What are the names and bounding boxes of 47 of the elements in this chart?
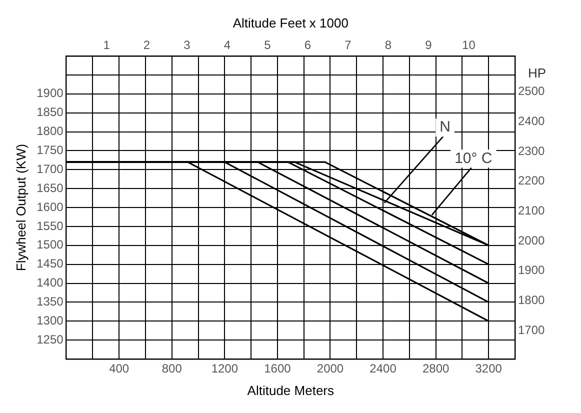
y-tick-label: 1550 xyxy=(36,218,64,233)
y2-tick-label: 2300 xyxy=(518,144,546,158)
x2-tick-label: 1 xyxy=(103,38,110,52)
x2-tick-label: 10 xyxy=(462,38,476,52)
y-tick-label: 1400 xyxy=(36,276,64,290)
x-tick-label: 2000 xyxy=(316,362,344,376)
annotation: N xyxy=(440,118,450,136)
x2-tick-label: 3 xyxy=(184,38,191,52)
x-tick-label: 800 xyxy=(162,362,182,376)
annotation: 10° C xyxy=(454,150,492,167)
y2-tick-label: 2100 xyxy=(518,204,546,218)
y2-tick-label: 1900 xyxy=(518,263,546,278)
x-tick-label: 2800 xyxy=(422,362,450,376)
x2-axis-title: Altitude Feet x 1000 xyxy=(232,15,348,30)
x-tick-label: 1200 xyxy=(211,362,238,376)
y-tick-label: 1800 xyxy=(36,124,64,138)
y-tick-label: 1650 xyxy=(36,180,64,195)
x2-tick-label: 7 xyxy=(344,38,352,52)
y2-tick-label: 2500 xyxy=(518,84,546,98)
x2-tick-label: 8 xyxy=(384,38,392,52)
y2-tick-label: 1700 xyxy=(518,322,546,337)
x2-tick-label: 6 xyxy=(304,38,312,52)
x-tick-label: 3200 xyxy=(475,362,502,376)
y2-tick-label: 1800 xyxy=(518,293,546,308)
y2-tick-label: 2000 xyxy=(518,233,546,248)
x-axis-title: Altitude Meters xyxy=(247,382,334,398)
y2-axis-title: HP xyxy=(528,66,546,81)
y-tick-label: 1450 xyxy=(36,256,64,271)
y-tick-label: 1850 xyxy=(36,105,64,120)
x2-tick-label: 5 xyxy=(264,38,272,52)
y-tick-label: 1300 xyxy=(36,313,64,328)
x2-tick-label: 2 xyxy=(143,38,150,52)
x-tick-label: 1600 xyxy=(264,362,292,376)
y-tick-label: 1350 xyxy=(36,294,64,308)
x-tick-label: 2400 xyxy=(370,362,397,376)
x2-tick-label: 4 xyxy=(224,38,231,52)
y2-tick-label: 2200 xyxy=(518,174,546,188)
y-tick-label: 1500 xyxy=(36,238,64,252)
y-tick-label: 1750 xyxy=(36,143,64,157)
y-tick-label: 1600 xyxy=(36,200,64,214)
y-tick-label: 1900 xyxy=(36,86,64,100)
y-tick-label: 1250 xyxy=(36,332,64,346)
x2-tick-label: 9 xyxy=(425,38,432,52)
x-tick-label: 400 xyxy=(109,362,130,376)
y-axis-title: Flywheel Output (KW) xyxy=(13,144,28,272)
y-tick-label: 1700 xyxy=(36,162,64,176)
y2-tick-label: 2400 xyxy=(518,114,546,128)
